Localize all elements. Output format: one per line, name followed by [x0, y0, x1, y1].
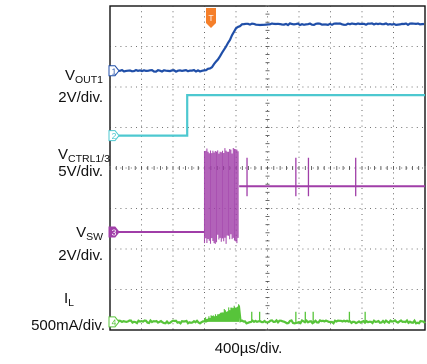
vctrl-label-sub: CTRL1/3	[68, 153, 110, 165]
vctrl-scale: 5V/div.	[58, 163, 103, 180]
trace-vsw-burst	[203, 148, 239, 244]
vout1-label-main: V	[65, 67, 75, 84]
trace-vctrl	[110, 94, 425, 137]
channel-label-vout1: VOUT1 2V/div.	[58, 67, 103, 106]
trace-il-ramp	[203, 304, 240, 322]
trace-vout1	[109, 22, 425, 73]
il-label-sub: L	[68, 297, 74, 309]
channel-marker-3	[108, 226, 120, 238]
trace-il	[109, 305, 426, 325]
channel-label-vctrl: VCTRL1/3 5V/div.	[58, 146, 110, 180]
vout1-scale: 2V/div.	[58, 89, 103, 106]
il-label-main: I	[64, 290, 68, 307]
vsw-scale: 2V/div.	[58, 247, 103, 264]
svg-text:VOUT1: VOUT1	[65, 67, 103, 86]
trigger-marker-shape	[206, 8, 216, 28]
channel-marker-number: 2	[112, 131, 117, 141]
channel-marker-number: 1	[112, 66, 117, 76]
vout1-label-sub: OUT1	[75, 74, 103, 86]
channel-marker-1	[108, 65, 120, 77]
il-scale: 500mA/div.	[31, 317, 105, 334]
vsw-label-main: V	[76, 224, 86, 241]
svg-text:IL: IL	[64, 290, 74, 309]
channel-marker-4	[108, 316, 120, 328]
channel-marker-number: 4	[112, 317, 117, 327]
svg-text:VCTRL1/3: VCTRL1/3	[58, 146, 110, 165]
channel-markers: 1 2 3 4	[108, 65, 120, 328]
channel-marker-number: 3	[112, 227, 117, 237]
timebase-label: 400µs/div.	[214, 340, 283, 357]
svg-text:VSW: VSW	[76, 224, 103, 243]
traces	[109, 22, 426, 325]
trigger-marker-label: T	[208, 13, 213, 23]
vctrl-label-main: V	[58, 146, 68, 163]
channel-label-il: IL 500mA/div.	[31, 290, 105, 334]
channel-label-vsw: VSW 2V/div.	[58, 224, 103, 264]
trigger-marker: T	[206, 8, 216, 28]
vsw-label-sub: SW	[86, 231, 103, 243]
channel-marker-2	[108, 130, 120, 142]
